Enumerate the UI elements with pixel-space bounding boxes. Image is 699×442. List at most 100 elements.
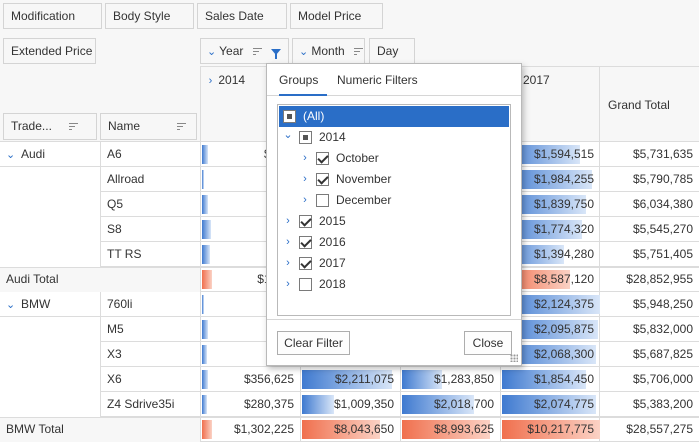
value-cell: $1,774,320: [533, 222, 594, 236]
tab-groups[interactable]: Groups: [279, 64, 327, 96]
data-bar: [202, 395, 207, 414]
filter-tree-item[interactable]: › 2018: [279, 274, 509, 295]
checkbox[interactable]: [299, 257, 312, 270]
resize-grip-icon[interactable]: [510, 354, 518, 362]
value-cell: $2,124,375: [533, 297, 594, 311]
data-bar: [202, 220, 211, 239]
column-field-day[interactable]: Day: [369, 38, 415, 64]
grand-total-cell: $28,852,955: [626, 272, 693, 286]
checkbox[interactable]: [299, 131, 312, 144]
column-header-2014[interactable]: › 2014: [206, 72, 245, 88]
value-cell: $2,211,075: [334, 372, 394, 386]
data-bar: [202, 195, 208, 214]
row-name: 760li: [107, 297, 133, 311]
column-field-year-label: Year: [219, 44, 244, 58]
value-cell: $1,594,515: [533, 147, 594, 161]
sort-icon: [69, 122, 79, 131]
filter-tree-item[interactable]: › October: [279, 148, 509, 169]
grand-total-cell: $6,034,380: [632, 197, 693, 211]
chevron-down-icon: ⌄: [6, 149, 16, 161]
filter-tree-item[interactable]: (All): [279, 106, 509, 127]
filter-tree-item[interactable]: › November: [279, 169, 509, 190]
filter-tree-item-label: December: [336, 193, 392, 207]
row-name: S8: [107, 222, 122, 236]
data-bar: [202, 370, 208, 389]
column-header-2017: 2017: [523, 73, 550, 87]
data-bar: [202, 145, 208, 164]
row-name: Z4 Sdrive35i: [107, 397, 175, 411]
chevron-down-icon: ⌄: [207, 46, 217, 58]
row-divider: [100, 391, 699, 392]
chevron-right-icon[interactable]: ›: [286, 278, 290, 290]
row-field-trademark[interactable]: Trade...: [3, 113, 97, 140]
checkbox[interactable]: [316, 152, 329, 165]
grand-total-cell: $5,751,405: [632, 247, 693, 261]
data-bar: [502, 295, 600, 314]
row-group-label: Audi: [21, 147, 46, 161]
filter-field-model-price[interactable]: Model Price: [290, 3, 383, 29]
sort-icon: [354, 47, 364, 56]
row-total-label: BMW Total: [6, 422, 64, 436]
chevron-right-icon[interactable]: ›: [303, 173, 307, 185]
column-header-2014-label: 2014: [218, 73, 246, 87]
filter-tree-item[interactable]: › 2015: [279, 211, 509, 232]
filter-icon[interactable]: [271, 48, 282, 59]
row-group-bmw[interactable]: ⌄ BMW: [6, 292, 96, 317]
data-bar: [502, 195, 586, 214]
filter-field-modification[interactable]: Modification: [3, 3, 102, 29]
row-group-audi[interactable]: ⌄ Audi: [6, 142, 96, 167]
chevron-right-icon[interactable]: ›: [286, 215, 290, 227]
chevron-down-icon[interactable]: ⌄: [283, 129, 293, 141]
data-field-extended-price[interactable]: Extended Price: [3, 38, 96, 64]
filter-tree-item-label: October: [336, 151, 379, 165]
chevron-down-icon: ⌄: [6, 299, 16, 311]
value-cell: $2,018,700: [433, 397, 494, 411]
row-field-name-label: Name: [108, 119, 141, 133]
data-bar: [502, 320, 598, 339]
data-bar: [402, 395, 474, 414]
value-cell: $8,587,120: [533, 272, 594, 286]
filter-field-body-style[interactable]: Body Style: [105, 3, 194, 29]
value-cell: $8,993,625: [433, 422, 494, 436]
row-field-name[interactable]: Name: [100, 113, 197, 140]
value-cell: $356,625: [243, 372, 294, 386]
value-cell: $1,839,750: [533, 197, 594, 211]
filter-tree-item[interactable]: ⌄ 2014: [279, 127, 509, 148]
checkbox[interactable]: [316, 194, 329, 207]
value-cell: $1,009,350: [333, 397, 394, 411]
filter-field-sales-date[interactable]: Sales Date: [197, 3, 287, 29]
data-bar: [502, 395, 596, 414]
grand-total-cell: $5,948,250: [632, 297, 693, 311]
row-name: TT RS: [107, 247, 142, 261]
clear-filter-button[interactable]: Clear Filter: [277, 331, 350, 355]
checkbox[interactable]: [299, 215, 312, 228]
year-filter-popup: Groups Numeric Filters (All) ⌄ 2014 › Octobe…: [266, 63, 522, 366]
data-bar: [302, 395, 334, 414]
filter-tree-item-label: 2014: [319, 130, 346, 144]
row-group-label: BMW: [21, 297, 51, 311]
filter-tree-item-label: November: [336, 172, 392, 186]
chevron-right-icon[interactable]: ›: [286, 257, 290, 269]
close-button[interactable]: Close: [464, 331, 512, 355]
row-name: M5: [107, 322, 124, 336]
chevron-right-icon: ›: [208, 75, 213, 87]
column-field-month[interactable]: ⌄ Month: [292, 38, 365, 64]
data-bar: [502, 220, 582, 239]
checkbox[interactable]: [299, 278, 312, 291]
total-row-header: [0, 417, 200, 442]
sort-icon: [252, 47, 262, 56]
checkbox[interactable]: [316, 173, 329, 186]
checkbox[interactable]: [299, 236, 312, 249]
data-bar: [202, 170, 204, 189]
filter-popup-tabs: Groups Numeric Filters: [267, 64, 521, 96]
chevron-right-icon[interactable]: ›: [303, 194, 307, 206]
filter-tree-item[interactable]: › 2017: [279, 253, 509, 274]
chevron-right-icon[interactable]: ›: [303, 152, 307, 164]
row-field-trademark-label: Trade...: [11, 119, 52, 133]
column-field-year[interactable]: ⌄ Year: [200, 38, 289, 64]
checkbox[interactable]: [283, 110, 296, 123]
filter-tree-item[interactable]: › 2016: [279, 232, 509, 253]
tab-numeric-filters[interactable]: Numeric Filters: [337, 73, 418, 87]
filter-tree-item[interactable]: › December: [279, 190, 509, 211]
chevron-right-icon[interactable]: ›: [286, 236, 290, 248]
